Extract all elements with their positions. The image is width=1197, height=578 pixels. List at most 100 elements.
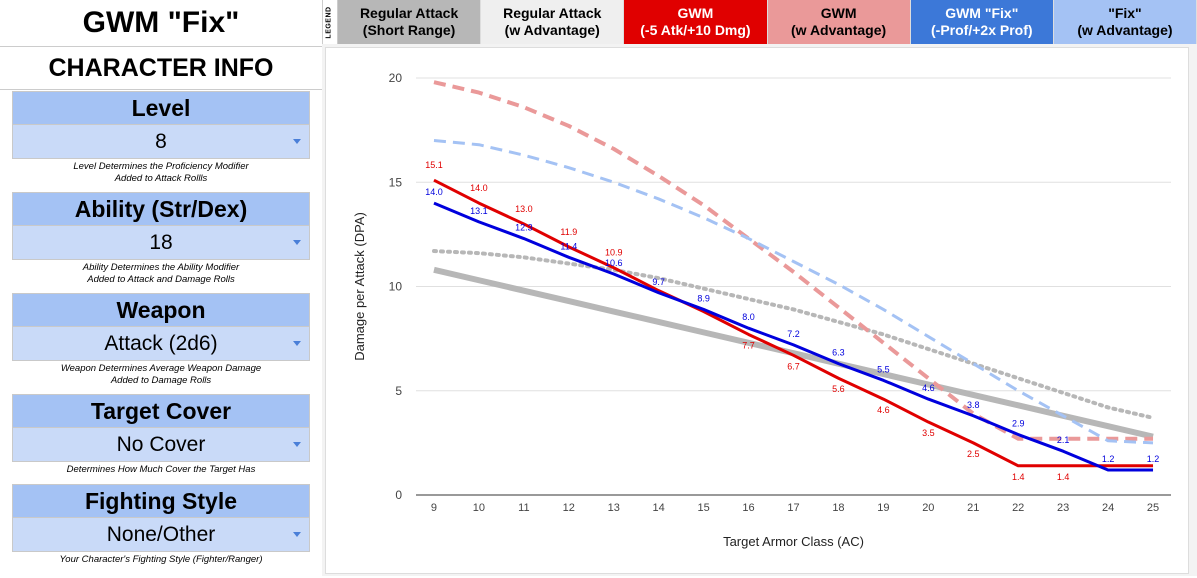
x-tick-label: 11 [518, 502, 529, 514]
dropdown-arrow-icon[interactable] [293, 442, 301, 447]
data-label: 10.9 [605, 248, 623, 258]
x-tick-label: 13 [608, 502, 620, 514]
chart-area: 0 5 10 15 20 9 10 11 12 13 14 15 16 17 18 19 20 21 22 23 24 2… [322, 44, 1197, 576]
data-label: 7.7 [742, 340, 755, 350]
data-label: 12.3 [515, 223, 533, 233]
weapon-group: Weapon Attack (2d6) Weapon Determines Av… [12, 293, 310, 387]
series-line [433, 266, 1154, 440]
legend-item-line2: (Short Range) [362, 22, 456, 38]
weapon-note: Weapon Determines Average Weapon Damage … [60, 363, 262, 386]
data-label: 4.6 [922, 383, 935, 393]
legend-item-line1: Regular Attack [359, 5, 459, 21]
chart-frame: 0 5 10 15 20 9 10 11 12 13 14 15 16 17 18 19 20 21 22 23 24 2… [325, 47, 1189, 574]
cover-dropdown[interactable]: No Cover [12, 427, 310, 462]
x-tick-label: 24 [1102, 502, 1114, 514]
fighting-style-value: None/Other [106, 522, 216, 546]
cover-note: Determines How Much Cover the Target Has [66, 464, 256, 475]
legend-item-line2: (w Advantage) [1077, 22, 1173, 38]
fighting-style-group: Fighting Style None/Other Your Character… [12, 484, 310, 566]
legend-item-line1: GWM [677, 5, 714, 21]
data-label: 14.0 [470, 183, 488, 193]
legend-item-line1: "Fix" [1108, 5, 1142, 21]
data-label: 11.4 [560, 241, 577, 251]
data-label: 13.0 [515, 204, 533, 214]
x-tick-label: 22 [1012, 502, 1024, 514]
y-tick-label: 0 [395, 488, 402, 502]
legend-item-line1: GWM [820, 5, 857, 21]
y-axis-title: Damage per Attack (DPA) [352, 212, 367, 361]
y-tick-label: 10 [389, 280, 403, 294]
x-tick-label: 21 [967, 502, 979, 514]
x-tick-label: 9 [431, 502, 437, 514]
data-label: 6.7 [787, 361, 800, 371]
series-line [433, 178, 1154, 468]
legend: Regular Attack (Short Range) Regular Attac… [338, 0, 1197, 44]
ability-dropdown[interactable]: 18 [12, 225, 310, 260]
fighting-style-heading: Fighting Style [12, 484, 310, 517]
legend-item-line2: (-Prof/+2x Prof) [931, 22, 1033, 38]
dropdown-arrow-icon[interactable] [293, 240, 301, 245]
weapon-dropdown[interactable]: Attack (2d6) [12, 326, 310, 361]
weapon-value: Attack (2d6) [104, 331, 218, 355]
x-tick-label: 23 [1057, 502, 1069, 514]
data-label: 1.2 [1147, 454, 1160, 464]
y-tick-label: 20 [389, 71, 403, 85]
x-tick-label: 10 [473, 502, 485, 514]
data-label: 6.3 [832, 348, 845, 358]
data-label: 8.9 [697, 293, 710, 303]
data-label: 7.2 [787, 329, 800, 339]
dropdown-arrow-icon[interactable] [293, 341, 301, 346]
cover-group: Target Cover No Cover Determines How Muc… [12, 394, 310, 476]
level-heading: Level [12, 91, 310, 124]
y-tick-label: 15 [389, 175, 403, 189]
fighting-style-note: Your Character's Fighting Style (Fighter… [59, 554, 263, 565]
ability-note: Ability Determines the Ability Modifier … [82, 262, 240, 285]
data-label: 9.7 [652, 277, 665, 287]
data-label: 5.5 [877, 364, 890, 374]
cover-value: No Cover [116, 432, 206, 456]
x-tick-label: 15 [697, 502, 709, 514]
ability-value: 18 [149, 230, 173, 254]
data-label: 8.0 [742, 312, 755, 322]
x-tick-label: 20 [922, 502, 934, 514]
x-tick-label: 19 [877, 502, 889, 514]
legend-item-line2: (w Advantage) [504, 22, 600, 38]
x-axis-title: Target Armor Class (AC) [723, 534, 864, 549]
x-tick-label: 18 [832, 502, 844, 514]
legend-item-line1: GWM "Fix" [945, 5, 1019, 21]
dropdown-arrow-icon[interactable] [293, 139, 301, 144]
level-group: Level 8 Level Determines the Proficiency… [12, 91, 310, 185]
sheet-title: GWM "Fix" [0, 0, 322, 47]
weapon-heading: Weapon [12, 293, 310, 326]
fighting-style-dropdown[interactable]: None/Other [12, 517, 310, 552]
data-label: 5.6 [832, 384, 845, 394]
legend-item: Regular Attack (Short Range) [338, 0, 482, 44]
data-label: 3.8 [967, 400, 980, 410]
dropdown-arrow-icon[interactable] [293, 532, 301, 537]
legend-item: GWM (-5 Atk/+10 Dmg) [624, 0, 768, 44]
series-line [431, 249, 1156, 420]
data-label: 15.1 [425, 160, 443, 170]
data-label: 1.4 [1057, 472, 1070, 482]
level-dropdown[interactable]: 8 [12, 124, 310, 159]
data-label: 13.1 [470, 206, 488, 216]
section-title: CHARACTER INFO [0, 47, 322, 90]
x-tick-label: 14 [653, 502, 665, 514]
data-label: 10.6 [605, 258, 623, 268]
settings-panel: GWM "Fix" CHARACTER INFO Level 8 Level D… [0, 0, 323, 576]
legend-item: GWM (w Advantage) [767, 0, 911, 44]
legend-item: Regular Attack (w Advantage) [481, 0, 625, 44]
ability-heading: Ability (Str/Dex) [12, 192, 310, 225]
data-label: 1.4 [1012, 472, 1025, 482]
y-tick-label: 5 [395, 384, 402, 398]
ability-group: Ability (Str/Dex) 18 Ability Determines … [12, 192, 310, 286]
data-label: 1.2 [1102, 454, 1115, 464]
x-tick-label: 16 [742, 502, 754, 514]
data-label: 4.6 [877, 405, 890, 415]
data-label: 2.9 [1012, 419, 1025, 429]
cover-heading: Target Cover [12, 394, 310, 427]
legend-item: GWM "Fix" (-Prof/+2x Prof) [910, 0, 1054, 44]
series-line [433, 201, 1154, 472]
data-label: 2.5 [967, 449, 980, 459]
level-value: 8 [155, 129, 167, 153]
